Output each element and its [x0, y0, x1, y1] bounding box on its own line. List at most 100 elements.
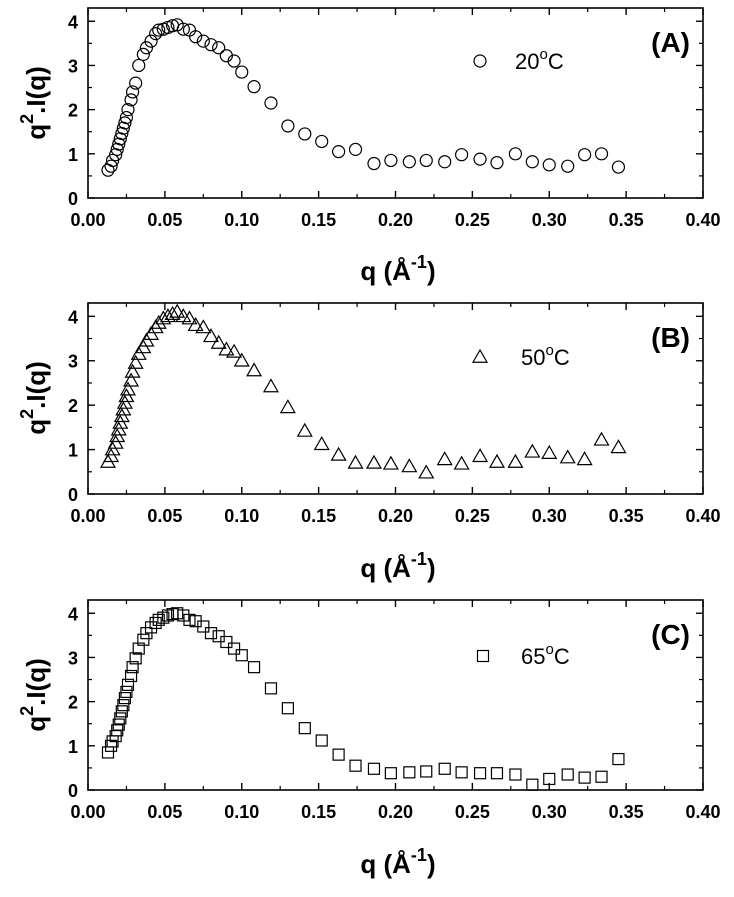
series-triangle: [99, 303, 627, 479]
data-point: [149, 27, 163, 41]
data-point: [183, 613, 196, 626]
data-point: [347, 454, 364, 469]
data-point: [187, 316, 204, 332]
x-tick-label: 0.00: [70, 802, 105, 822]
y-title-base: q: [21, 124, 51, 140]
data-point: [541, 444, 558, 459]
panel-tag: (C): [651, 619, 690, 650]
y-tick-label: 3: [68, 648, 78, 668]
data-point: [137, 633, 150, 646]
data-point: [384, 767, 397, 780]
data-point: [144, 34, 158, 48]
data-point: [226, 343, 243, 358]
x-axis-title: q (Å-1): [360, 845, 435, 879]
data-point: [210, 334, 227, 349]
data-point: [473, 767, 487, 780]
x-title-exp: -1: [411, 252, 427, 272]
legend-degree: o: [545, 342, 553, 359]
y-title-rest: .I(q): [21, 361, 51, 409]
legend-unit: C: [548, 49, 564, 74]
x-tick-label: 0.20: [378, 506, 413, 526]
data-point: [382, 455, 399, 470]
x-tick-label: 0.25: [455, 210, 490, 230]
data-point: [171, 607, 184, 620]
data-point: [490, 156, 504, 170]
data-point: [124, 669, 138, 683]
data-point: [152, 23, 166, 37]
series-circle: [101, 18, 626, 177]
legend-marker: [471, 348, 489, 363]
legend-marker: [476, 649, 490, 663]
panel-tag: (A): [651, 27, 690, 58]
data-point: [120, 685, 133, 699]
x-tick-label: 0.25: [455, 802, 490, 822]
y-tick-label: 1: [68, 145, 78, 165]
legend-number: 50: [521, 345, 545, 370]
data-point: [189, 30, 203, 44]
data-point: [298, 722, 311, 735]
data-point: [233, 352, 250, 367]
x-tick-label: 0.35: [609, 506, 644, 526]
data-point: [296, 422, 313, 437]
data-point: [118, 691, 132, 705]
data-point: [438, 155, 452, 169]
legend-label: 20oC: [515, 46, 564, 74]
x-tick-label: 0.40: [685, 506, 720, 526]
x-tick-label: 0.10: [224, 210, 259, 230]
legend-label: 65oC: [521, 641, 570, 669]
y-title-base: q: [21, 716, 51, 732]
legend-degree: o: [545, 641, 553, 658]
data-point: [125, 85, 140, 99]
y-tick-label: 3: [68, 56, 78, 76]
x-tick-label: 0.05: [147, 802, 182, 822]
data-point: [401, 458, 418, 473]
data-point: [525, 155, 539, 169]
data-point: [543, 772, 556, 786]
data-point: [420, 765, 433, 778]
x-tick-label: 0.30: [532, 506, 567, 526]
data-point: [126, 661, 139, 674]
x-title-end: ): [427, 553, 436, 583]
x-title-exp: -1: [411, 845, 427, 865]
data-point: [124, 93, 138, 107]
data-point: [157, 611, 170, 624]
data-point: [139, 41, 154, 55]
data-point: [114, 712, 127, 725]
legend-number: 20: [515, 49, 539, 74]
x-title-end: ): [427, 849, 436, 879]
data-point: [196, 34, 210, 48]
y-tick-label: 0: [68, 485, 78, 505]
data-point: [367, 762, 381, 775]
x-tick-label: 0.25: [455, 506, 490, 526]
data-point: [161, 609, 175, 622]
data-point: [169, 303, 186, 318]
y-title-exp: 2: [17, 409, 37, 419]
data-point: [418, 464, 435, 479]
data-point: [247, 80, 261, 94]
data-point: [348, 142, 363, 156]
y-axis-title: q2.I(q): [17, 658, 51, 732]
data-point: [473, 152, 487, 166]
data-point: [195, 319, 212, 334]
y-title-exp: 2: [17, 706, 37, 716]
data-point: [436, 451, 453, 466]
data-point: [197, 620, 210, 633]
x-tick-label: 0.30: [532, 802, 567, 822]
data-point: [313, 436, 330, 451]
x-tick-label: 0.20: [378, 802, 413, 822]
data-point: [104, 739, 118, 752]
plot-frame: [87, 599, 704, 791]
data-point: [176, 22, 190, 36]
data-point: [611, 160, 626, 174]
plot-frame: [87, 7, 704, 199]
data-point: [595, 770, 608, 783]
data-point: [204, 38, 218, 52]
data-point: [526, 778, 539, 791]
data-point: [104, 159, 118, 173]
data-point: [177, 609, 190, 622]
y-title-exp: 2: [17, 114, 37, 124]
data-point: [524, 443, 541, 458]
y-axis-title: q2.I(q): [17, 66, 51, 140]
y-tick-label: 4: [68, 12, 78, 32]
x-tick-label: 0.05: [147, 210, 182, 230]
